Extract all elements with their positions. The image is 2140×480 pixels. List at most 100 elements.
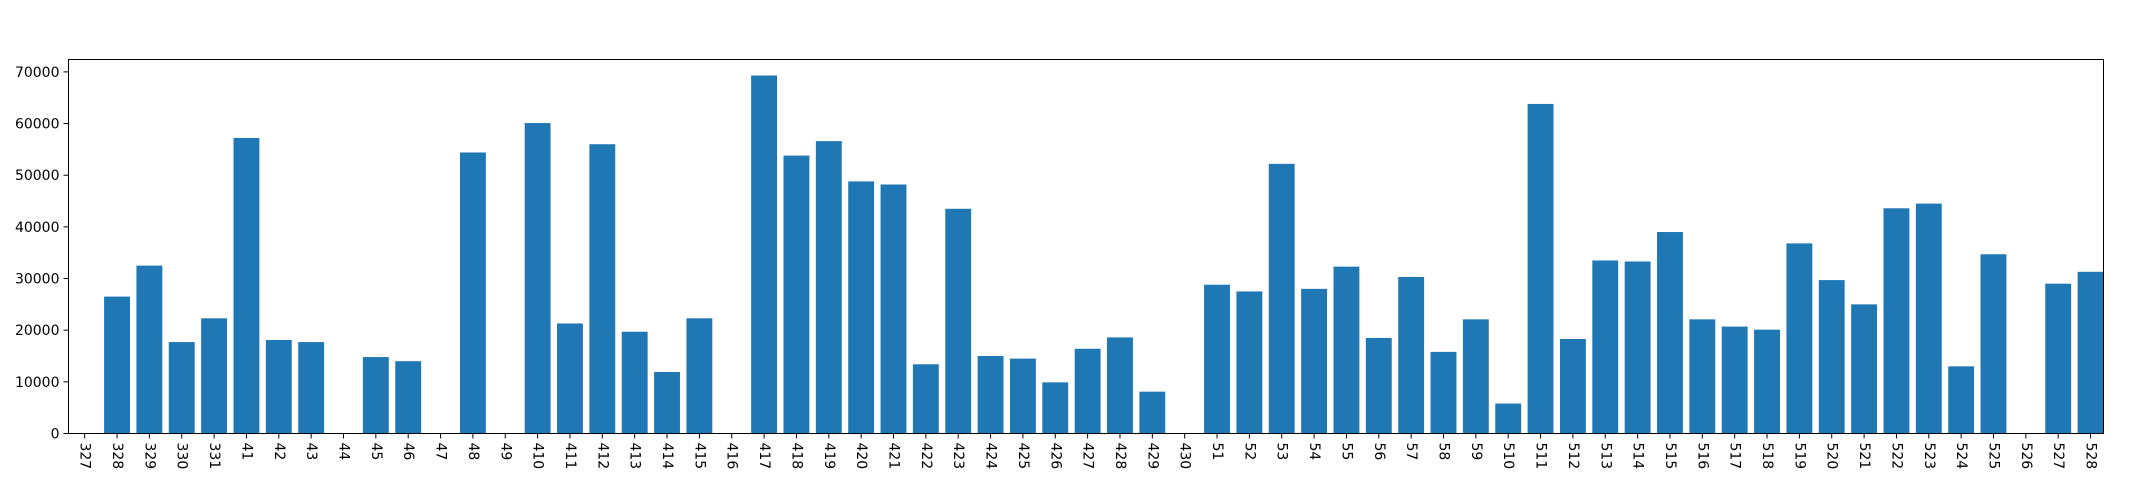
y-tick-label: 70000 — [15, 65, 60, 81]
bar-417 — [751, 75, 778, 434]
x-tick-label: 420 — [853, 443, 869, 470]
bar-418 — [783, 155, 810, 434]
x-tick-label: 425 — [1015, 443, 1031, 470]
x-tick-label: 512 — [1565, 443, 1581, 470]
x-tick-label: 427 — [1080, 443, 1096, 470]
bar-56 — [1365, 337, 1392, 434]
bar-52 — [1236, 291, 1263, 434]
bar-41 — [233, 138, 260, 434]
x-tick-label: 55 — [1338, 443, 1354, 461]
x-tick-label: 54 — [1306, 443, 1322, 461]
bars-group — [104, 75, 2104, 434]
x-tick-label: 53 — [1274, 443, 1290, 461]
x-tick-label: 45 — [368, 443, 384, 461]
x-tick-label: 426 — [1047, 443, 1063, 470]
bar-330 — [168, 342, 195, 434]
bar-426 — [1042, 382, 1069, 434]
x-tick-label: 413 — [627, 443, 643, 470]
x-axis-ticks: 327 328 329 330 331 41 42 43 44 45 46 47 48 49 410 411 4… — [77, 433, 2099, 470]
x-tick-label: 56 — [1371, 443, 1387, 461]
x-tick-label: 428 — [1112, 443, 1128, 470]
bar-525 — [1980, 254, 2007, 434]
bar-53 — [1268, 163, 1295, 434]
x-tick-label: 518 — [1759, 443, 1775, 470]
bar-516 — [1689, 319, 1716, 434]
bar-520 — [1818, 280, 1845, 434]
bar-422 — [912, 364, 939, 434]
x-tick-label: 525 — [1986, 443, 2002, 470]
x-tick-label: 44 — [336, 443, 352, 461]
bar-45 — [362, 357, 389, 434]
bar-521 — [1851, 304, 1878, 434]
bar-522 — [1883, 208, 1910, 434]
x-tick-label: 416 — [724, 443, 740, 470]
bar-414 — [654, 372, 680, 434]
x-tick-label: 421 — [886, 443, 902, 470]
x-tick-label: 43 — [303, 443, 319, 461]
x-tick-label: 511 — [1533, 443, 1549, 470]
x-tick-label: 410 — [530, 443, 546, 470]
bar-421 — [880, 184, 907, 434]
y-tick-label: 30000 — [15, 272, 60, 288]
bar-528 — [2077, 271, 2104, 434]
bar-427 — [1074, 348, 1101, 434]
x-tick-label: 419 — [821, 443, 837, 470]
x-tick-label: 418 — [788, 443, 804, 470]
bar-48 — [459, 152, 486, 434]
x-tick-label: 49 — [497, 443, 513, 461]
x-tick-label: 527 — [2050, 443, 2066, 470]
x-tick-label: 411 — [562, 443, 578, 470]
x-tick-label: 516 — [1694, 443, 1710, 470]
y-tick-label: 10000 — [15, 375, 60, 391]
bar-413 — [621, 331, 648, 434]
x-tick-label: 528 — [2083, 443, 2099, 470]
y-tick-label: 40000 — [15, 220, 60, 236]
bar-43 — [298, 342, 325, 434]
x-tick-label: 430 — [1177, 443, 1193, 470]
bar-328 — [104, 296, 130, 434]
bar-419 — [815, 141, 842, 434]
x-tick-label: 514 — [1630, 443, 1646, 470]
bar-410 — [524, 123, 551, 434]
bar-412 — [589, 144, 616, 434]
bar-425 — [1009, 358, 1036, 434]
y-tick-label: 0 — [51, 427, 60, 443]
bar-524 — [1948, 366, 1975, 434]
y-tick-label: 60000 — [15, 117, 60, 133]
bar-57 — [1398, 276, 1425, 434]
x-tick-label: 422 — [918, 443, 934, 470]
bar-428 — [1107, 337, 1133, 434]
bar-513 — [1592, 260, 1619, 434]
x-tick-label: 520 — [1824, 443, 1840, 470]
x-tick-label: 417 — [756, 443, 772, 470]
x-tick-label: 52 — [1241, 443, 1257, 461]
bar-423 — [945, 208, 972, 434]
x-tick-label: 523 — [1921, 443, 1937, 470]
bar-511 — [1527, 103, 1554, 434]
bar-46 — [395, 361, 422, 434]
x-tick-label: 515 — [1662, 443, 1678, 470]
bar-518 — [1754, 329, 1780, 434]
x-tick-label: 424 — [983, 443, 999, 470]
x-tick-label: 412 — [594, 443, 610, 470]
bar-429 — [1139, 391, 1166, 434]
x-tick-label: 328 — [109, 443, 125, 470]
bar-411 — [557, 323, 583, 434]
bar-42 — [265, 340, 292, 434]
x-tick-label: 59 — [1468, 443, 1484, 461]
y-tick-label: 20000 — [15, 323, 60, 339]
bar-424 — [977, 356, 1004, 434]
x-tick-label: 42 — [271, 443, 287, 461]
bar-519 — [1786, 243, 1813, 434]
bar-59 — [1462, 319, 1489, 434]
bar-517 — [1721, 326, 1748, 434]
x-tick-label: 423 — [950, 443, 966, 470]
x-tick-label: 327 — [77, 443, 93, 470]
x-tick-label: 57 — [1403, 443, 1419, 461]
x-tick-label: 48 — [465, 443, 481, 461]
y-axis-ticks: 0 10000 20000 30000 40000 50000 60000 70000 — [15, 65, 69, 443]
x-tick-label: 58 — [1436, 443, 1452, 461]
x-tick-label: 524 — [1953, 443, 1969, 470]
bar-415 — [686, 318, 713, 434]
bar-331 — [201, 318, 228, 434]
